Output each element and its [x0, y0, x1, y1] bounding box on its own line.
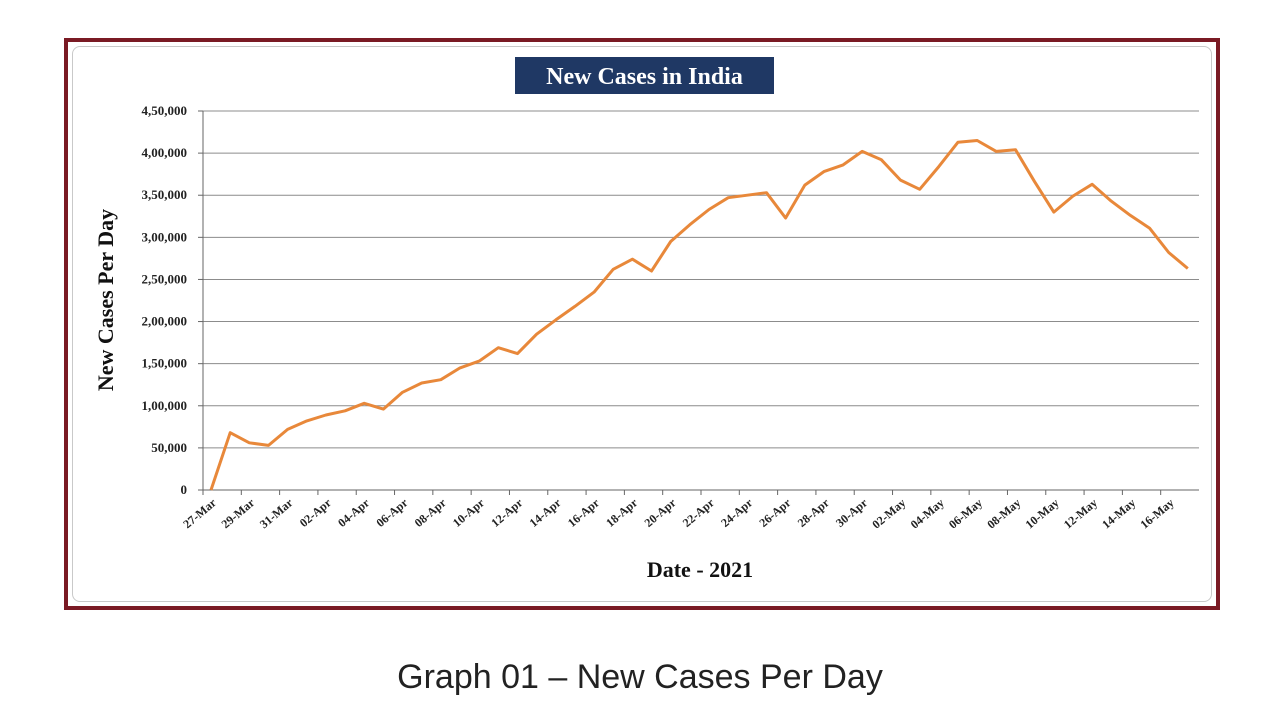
y-tick-label: 3,50,000	[142, 187, 188, 202]
y-tick-label: 2,00,000	[142, 314, 188, 329]
chart-title: New Cases in India	[546, 64, 743, 90]
x-tick-label: 12-May	[1061, 496, 1100, 532]
x-tick-label: 08-Apr	[412, 495, 450, 530]
x-tick-label: 16-Apr	[565, 495, 603, 530]
figure-caption: Graph 01 – New Cases Per Day	[397, 658, 883, 696]
axes	[202, 111, 1199, 491]
x-tick-label: 10-Apr	[450, 495, 488, 530]
x-tick-label: 24-Apr	[718, 495, 756, 530]
y-tick-label: 3,00,000	[142, 229, 188, 244]
x-tick-label: 12-Apr	[488, 495, 526, 530]
x-axis-title: Date - 2021	[647, 557, 753, 582]
x-tick-label: 16-May	[1137, 496, 1176, 532]
x-tick-label: 18-Apr	[603, 495, 641, 530]
x-axis-ticks: 27-Mar 29-Mar 31-Mar 02-Apr 04-Apr 06-Apr 08-A…	[180, 490, 1177, 532]
x-tick-label: 28-Apr	[795, 495, 833, 530]
y-tick-label: 50,000	[151, 440, 187, 455]
x-tick-label: 30-Apr	[833, 495, 871, 530]
x-tick-label: 02-Apr	[297, 495, 335, 530]
y-tick-label: 2,50,000	[142, 271, 188, 286]
x-tick-label: 31-Mar	[257, 495, 296, 531]
chart-title-background	[515, 57, 774, 94]
x-tick-label: 22-Apr	[680, 495, 718, 530]
chart-frame	[64, 38, 1220, 610]
x-tick-label: 27-Mar	[180, 495, 219, 531]
y-tick-label: 1,50,000	[142, 356, 188, 371]
series-line	[209, 139, 1189, 491]
y-tick-label: 4,00,000	[142, 145, 188, 160]
x-tick-label: 10-May	[1023, 496, 1062, 532]
chart-panel	[72, 46, 1212, 602]
y-axis-ticks: 0 50,000 1,00,000 1,50,000 2,00,000 2,50,000 3…	[142, 103, 203, 497]
y-axis-title: New Cases Per Day	[93, 209, 118, 391]
x-tick-label: 29-Mar	[219, 495, 258, 531]
x-tick-label: 04-Apr	[335, 495, 373, 530]
x-tick-label: 06-Apr	[373, 495, 411, 530]
x-tick-label: 20-Apr	[642, 495, 680, 530]
x-tick-label: 14-May	[1099, 496, 1138, 532]
x-tick-label: 08-May	[984, 496, 1023, 532]
x-tick-label: 02-May	[869, 496, 908, 532]
gridlines	[203, 110, 1199, 449]
y-tick-label: 0	[181, 482, 188, 497]
x-tick-label: 04-May	[908, 496, 947, 532]
x-tick-label: 06-May	[946, 496, 985, 532]
x-tick-label: 26-Apr	[756, 495, 794, 530]
series-group	[209, 139, 1189, 491]
x-tick-label: 14-Apr	[527, 495, 565, 530]
y-tick-label: 4,50,000	[142, 103, 188, 118]
y-tick-label: 1,00,000	[142, 398, 188, 413]
